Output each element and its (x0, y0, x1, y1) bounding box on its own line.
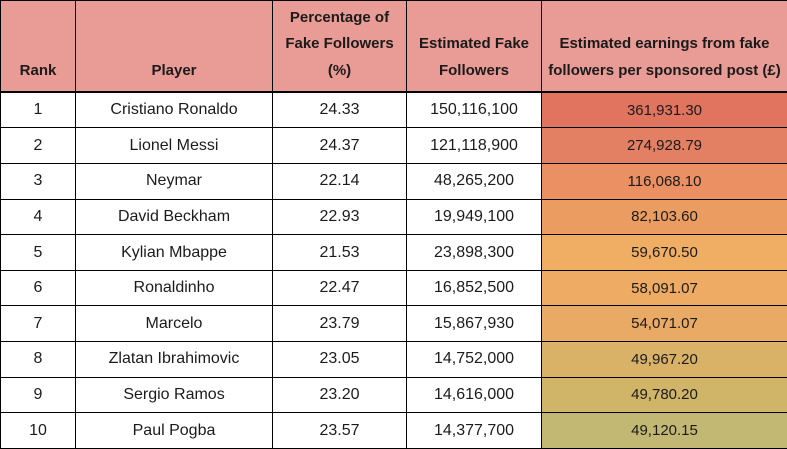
cell-earnings: 59,670.50 (541, 234, 787, 271)
cell-est_fake: 48,265,200 (406, 162, 542, 200)
header-earnings: Estimated earnings from fake followers p… (541, 0, 787, 93)
cell-pct_fake: 23.20 (272, 376, 407, 414)
cell-pct_fake: 21.53 (272, 234, 407, 271)
cell-earnings: 274,928.79 (541, 127, 787, 164)
cell-pct_fake: 23.57 (272, 412, 407, 449)
cell-pct_fake: 22.47 (272, 269, 407, 307)
table-row: 1 Cristiano Ronaldo 24.33 150,116,100 361,93… (0, 91, 787, 129)
cell-earnings: 49,967.20 (541, 341, 787, 378)
cell-earnings: 58,091.07 (541, 269, 787, 307)
cell-player: Lionel Messi (75, 127, 273, 164)
cell-rank: 1 (0, 91, 76, 129)
cell-earnings: 116,068.10 (541, 162, 787, 200)
cell-est_fake: 14,377,700 (406, 412, 542, 449)
cell-rank: 7 (0, 305, 76, 343)
cell-rank: 10 (0, 412, 76, 449)
cell-est_fake: 15,867,930 (406, 305, 542, 343)
cell-earnings: 49,120.15 (541, 412, 787, 449)
cell-pct_fake: 24.37 (272, 127, 407, 164)
cell-rank: 9 (0, 376, 76, 414)
table-row: 5 Kylian Mbappe 21.53 23,898,300 59,670.50 (0, 234, 787, 271)
cell-est_fake: 150,116,100 (406, 91, 542, 129)
header-est-fake: Estimated Fake Followers (406, 0, 542, 93)
cell-est_fake: 23,898,300 (406, 234, 542, 271)
cell-player: Kylian Mbappe (75, 234, 273, 271)
header-pct-fake: Percentage of Fake Followers (%) (272, 0, 407, 93)
cell-rank: 3 (0, 162, 76, 200)
table-row: 3 Neymar 22.14 48,265,200 116,068.10 (0, 162, 787, 200)
header-row: Rank Player Percentage of Fake Followers… (0, 0, 787, 93)
cell-est_fake: 16,852,500 (406, 269, 542, 307)
table-row: 8 Zlatan Ibrahimovic 23.05 14,752,000 49,967… (0, 341, 787, 378)
cell-rank: 5 (0, 234, 76, 271)
cell-pct_fake: 22.14 (272, 162, 407, 200)
cell-earnings: 54,071.07 (541, 305, 787, 343)
header-rank: Rank (0, 0, 76, 93)
table-row: 9 Sergio Ramos 23.20 14,616,000 49,780.20 (0, 376, 787, 414)
cell-est_fake: 121,118,900 (406, 127, 542, 164)
cell-pct_fake: 23.79 (272, 305, 407, 343)
cell-player: Ronaldinho (75, 269, 273, 307)
cell-pct_fake: 24.33 (272, 91, 407, 129)
cell-earnings: 361,931.30 (541, 91, 787, 129)
cell-player: Cristiano Ronaldo (75, 91, 273, 129)
cell-rank: 2 (0, 127, 76, 164)
cell-player: Zlatan Ibrahimovic (75, 341, 273, 378)
cell-player: Sergio Ramos (75, 376, 273, 414)
cell-player: Paul Pogba (75, 412, 273, 449)
cell-earnings: 82,103.60 (541, 198, 787, 236)
table-row: 7 Marcelo 23.79 15,867,930 54,071.07 (0, 305, 787, 343)
cell-pct_fake: 23.05 (272, 341, 407, 378)
cell-rank: 8 (0, 341, 76, 378)
cell-rank: 6 (0, 269, 76, 307)
table-row: 6 Ronaldinho 22.47 16,852,500 58,091.07 (0, 269, 787, 307)
table-row: 4 David Beckham 22.93 19,949,100 82,103.60 (0, 198, 787, 236)
cell-rank: 4 (0, 198, 76, 236)
cell-est_fake: 14,752,000 (406, 341, 542, 378)
table-row: 2 Lionel Messi 24.37 121,118,900 274,928.79 (0, 127, 787, 164)
cell-pct_fake: 22.93 (272, 198, 407, 236)
cell-est_fake: 14,616,000 (406, 376, 542, 414)
header-player: Player (75, 0, 273, 93)
cell-player: Marcelo (75, 305, 273, 343)
table-header: Rank Player Percentage of Fake Followers… (0, 0, 787, 93)
cell-player: Neymar (75, 162, 273, 200)
cell-est_fake: 19,949,100 (406, 198, 542, 236)
table-body: 1 Cristiano Ronaldo 24.33 150,116,100 361,93… (0, 91, 787, 449)
cell-earnings: 49,780.20 (541, 376, 787, 414)
cell-player: David Beckham (75, 198, 273, 236)
table-row: 10 Paul Pogba 23.57 14,377,700 49,120.15 (0, 412, 787, 449)
